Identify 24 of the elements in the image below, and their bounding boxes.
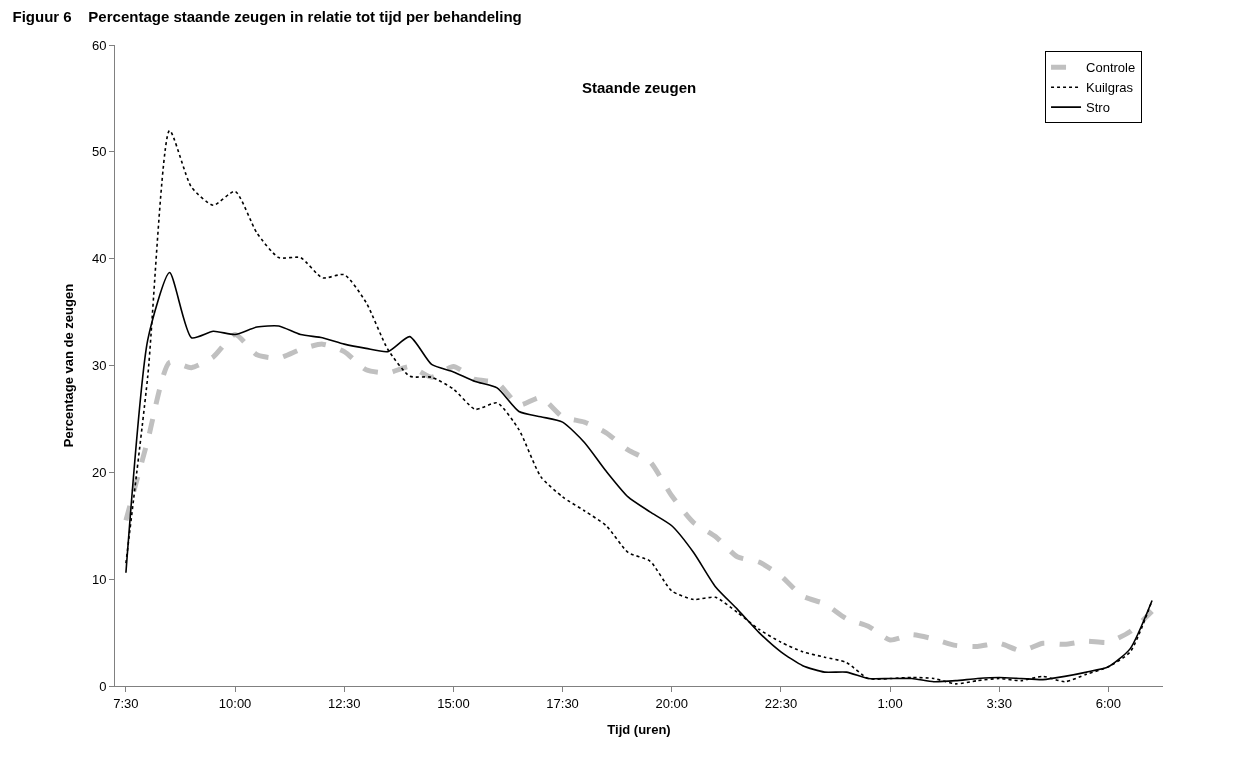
x-tick-label: 6:00	[1095, 695, 1122, 711]
y-tick-label: 60	[91, 37, 107, 53]
y-tick-label: 40	[91, 251, 107, 267]
y-tick-label: 50	[91, 144, 107, 160]
y-tick-label: 20	[91, 464, 107, 480]
x-tick-label: 3:30	[986, 695, 1012, 711]
x-tick-label: 10:00	[218, 695, 252, 711]
x-tick-label: 15:00	[437, 695, 470, 711]
x-tick-label: 20:00	[655, 695, 689, 711]
x-axis-title: Tijd (uren)	[607, 722, 671, 738]
y-tick-label: 30	[91, 358, 107, 374]
y-tick-label: 10	[91, 571, 107, 587]
x-tick-label: 7:30	[113, 695, 139, 711]
legend-label: Kuilgras	[1086, 80, 1134, 96]
x-tick-label: 17:30	[546, 695, 579, 711]
x-tick-label: 1:00	[877, 695, 903, 711]
legend-label: Stro	[1086, 100, 1110, 116]
chart-title: Figuur 6 Percentage staande zeugen in relatie tot tijd per behandeling	[12, 8, 522, 26]
x-tick-label: 12:30	[327, 695, 361, 711]
legend-label: Controle	[1086, 60, 1136, 76]
y-tick-label: 0	[99, 678, 107, 694]
text: Staande zeugen	[582, 79, 697, 96]
x-tick-label: 22:30	[764, 695, 798, 711]
y-axis-title: Percentage van de zeugen	[60, 283, 76, 448]
